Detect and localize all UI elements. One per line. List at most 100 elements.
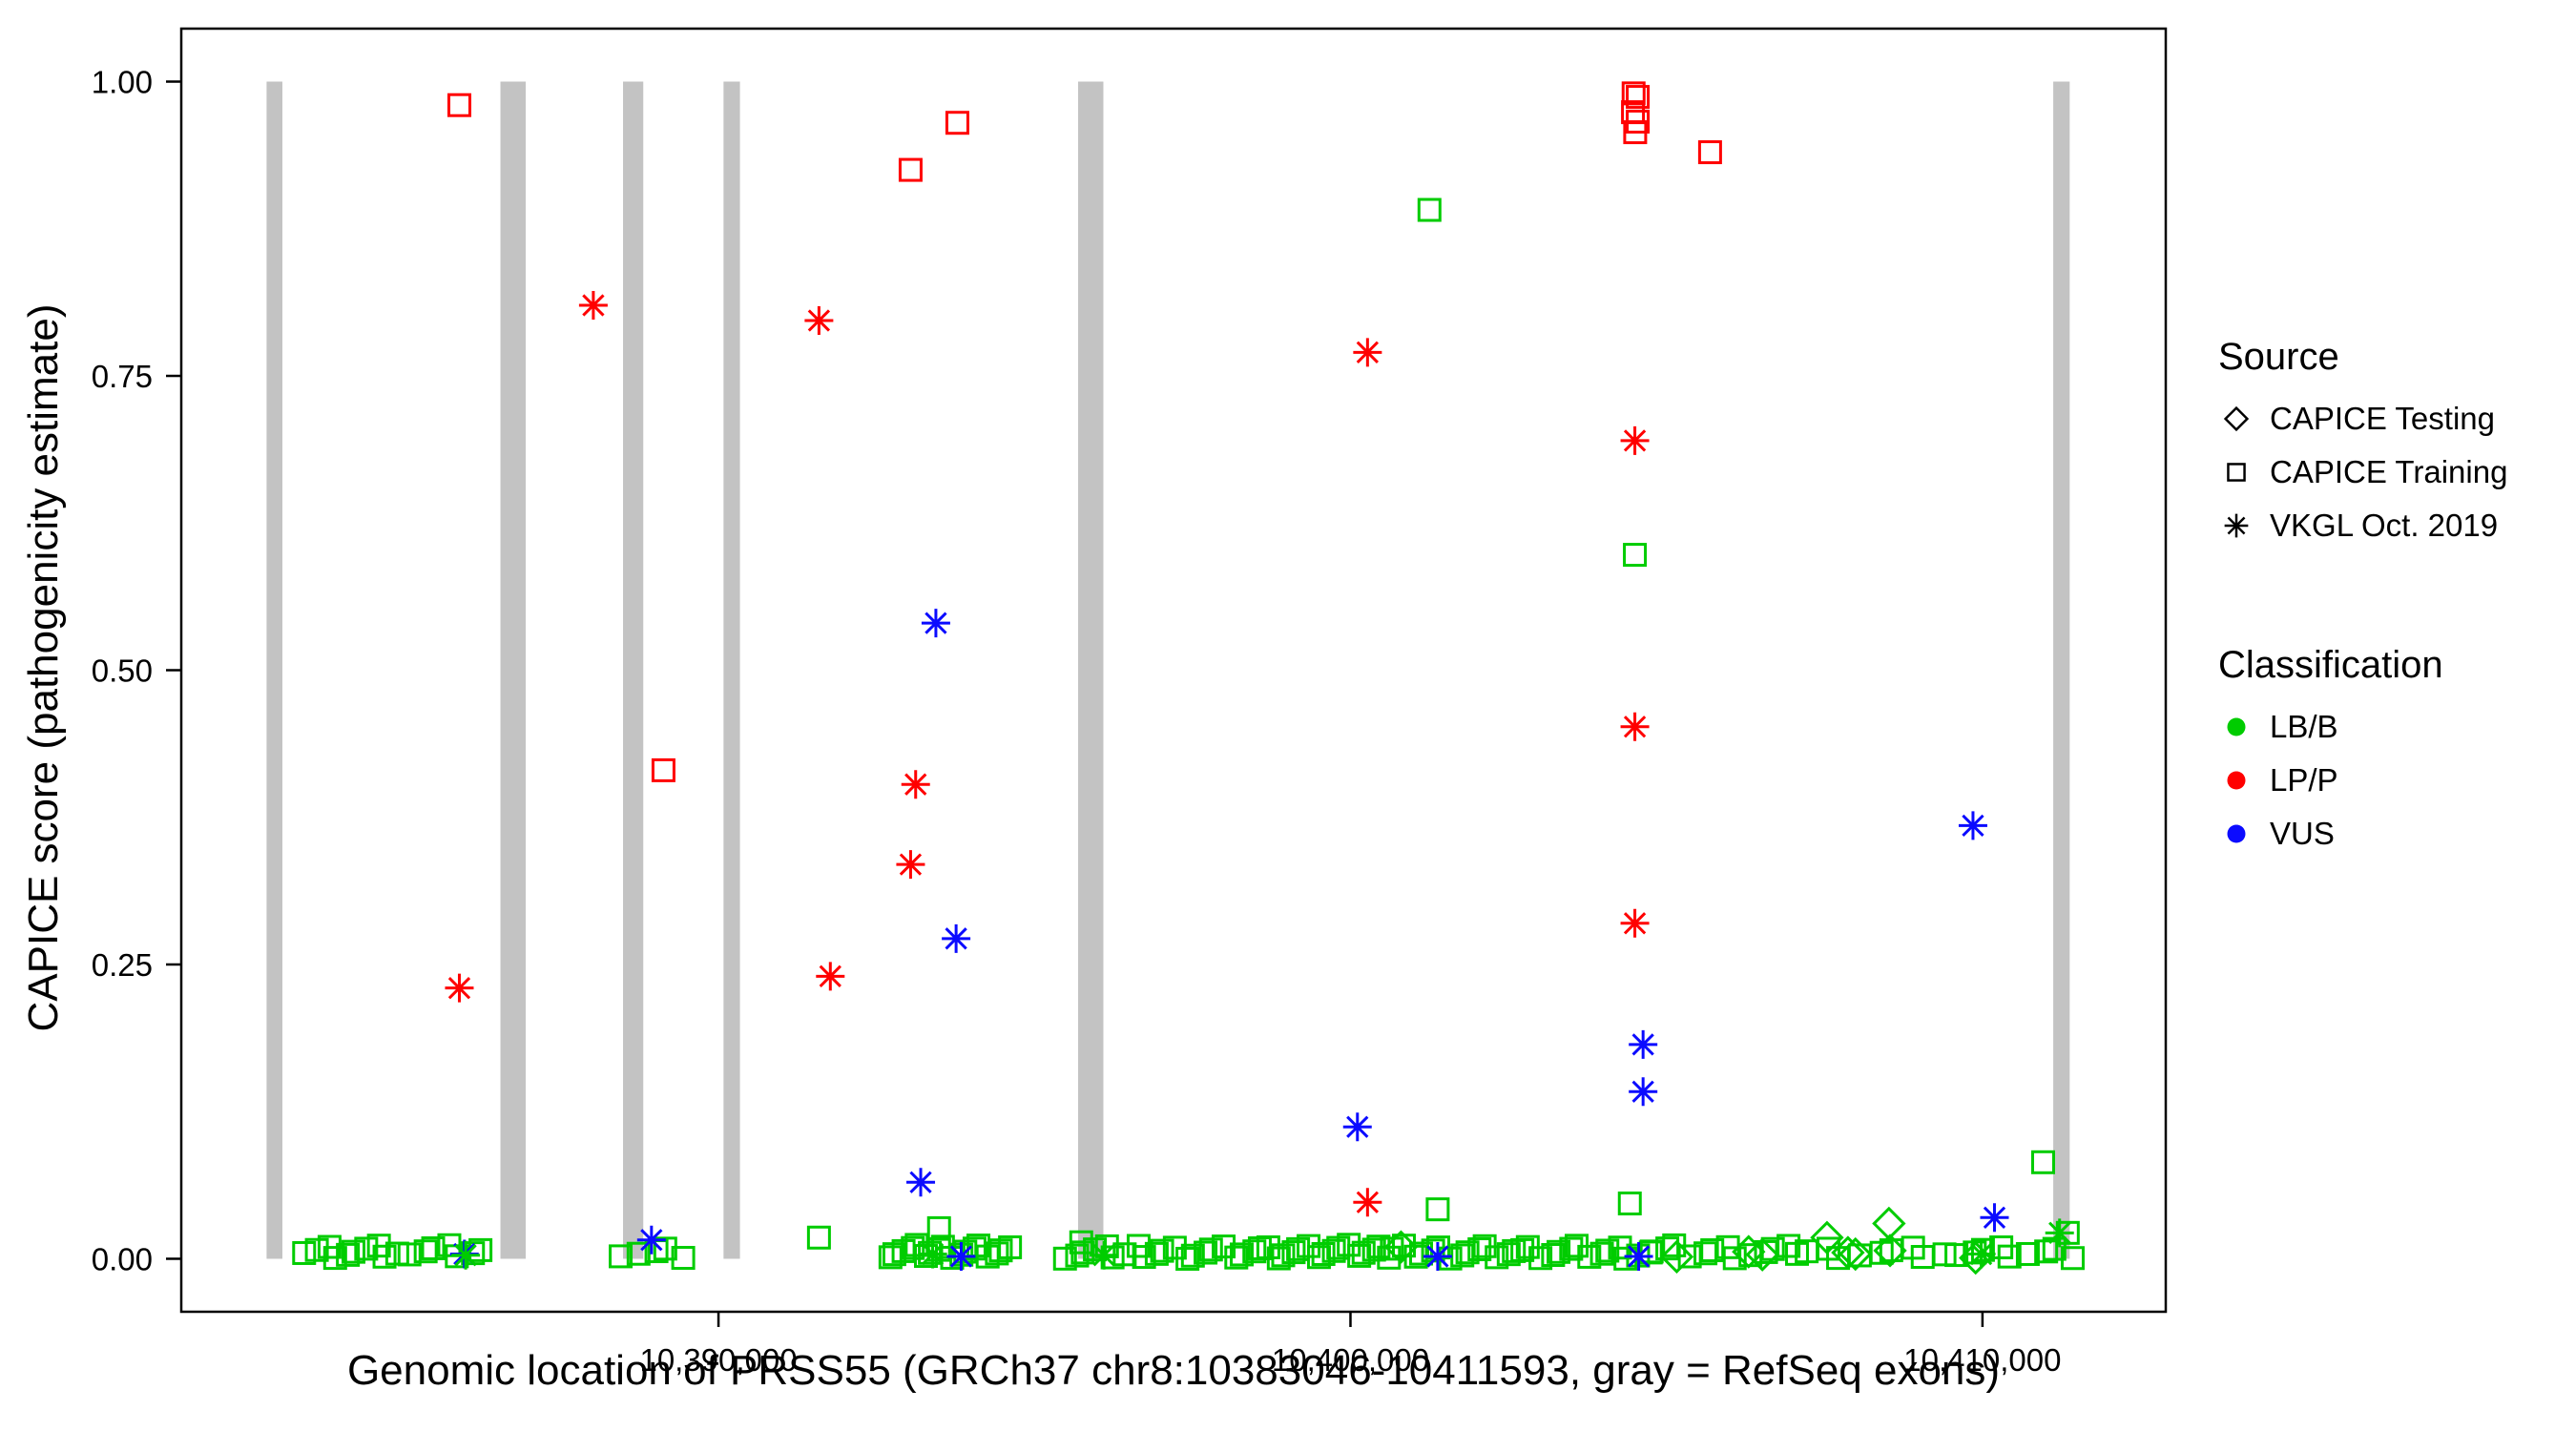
x-tick-label: 10,410,000 [1903,1342,2061,1378]
data-point [2060,1246,2085,1271]
data-point [1198,1237,1223,1262]
data-point [1697,140,1722,165]
data-point [304,1237,329,1262]
data-point [1353,1188,1382,1217]
data-point [1839,1236,1873,1272]
vus-dot-icon [2227,824,2246,843]
y-tick-label: 0.50 [92,653,153,689]
data-point [1510,1237,1535,1262]
data-point [1229,1242,1254,1267]
data-point [1377,1245,1402,1270]
legend-item-label: VUS [2270,816,2335,851]
data-point [1423,1242,1452,1271]
data-point [626,1241,651,1266]
data-point [413,1239,438,1264]
x-axis-title: Genomic location of PRSS55 (GRCh37 chr8:… [346,1347,2001,1394]
exon-bar [500,81,527,1259]
data-point [1873,1234,1907,1268]
data-point [1659,1239,1694,1274]
panel-border [179,27,2168,1314]
data-point [578,290,608,320]
data-point [1069,1230,1093,1255]
data-point [1455,1240,1480,1265]
data-point [636,1225,666,1255]
legend-item-label: CAPICE Training [2270,454,2508,489]
data-point [901,770,930,799]
data-point [1693,1241,1718,1266]
exon-bar [266,81,282,1259]
data-point [1623,543,1648,568]
y-tick-label: 1.00 [92,65,153,100]
data-point [816,962,845,991]
data-point [1700,1238,1725,1263]
exon-bar [723,81,740,1259]
data-point [998,1234,1023,1259]
data-point [1872,1206,1906,1241]
data-point [445,973,474,1003]
data-point [1052,1246,1077,1271]
data-point [1180,1243,1205,1268]
y-axis-title: CAPICE score (pathogenicity estimate) [20,303,67,1032]
x-tick-label: 10,400,000 [1272,1342,1429,1378]
data-point [1144,1241,1169,1266]
data-point [1417,197,1442,222]
data-point [1626,85,1651,110]
exon-bar [1077,81,1104,1259]
data-point [1090,1240,1119,1270]
data-point [447,93,471,117]
y-tick-label: 0.25 [92,947,153,983]
legend-item-label: LP/P [2270,762,2338,798]
data-point [1361,1237,1386,1262]
data-point [384,1241,409,1266]
data-point [1732,1234,1766,1269]
data-point [1655,1236,1680,1261]
data-point [372,1244,397,1269]
asterisk-icon [2224,513,2249,538]
data-point [1485,1245,1509,1270]
data-point [1321,1238,1346,1263]
data-point [342,1239,366,1264]
data-point [1621,81,1646,106]
data-point [1175,1246,1200,1271]
data-point [898,157,923,182]
data-point [1383,1230,1419,1264]
data-point [1342,1112,1372,1142]
legend: Source CAPICE Testing CAPICE Training VK… [2218,336,2507,861]
data-point [1194,1240,1218,1265]
data-point [1932,1242,1957,1267]
data-point [671,1245,696,1270]
data-point [451,1240,481,1270]
data-point [1577,1244,1602,1269]
data-point [1617,1191,1642,1215]
data-point [1595,1238,1620,1263]
legend-item-lbb: LB/B [2218,700,2507,754]
data-point [1547,1239,1571,1264]
data-point [2045,1218,2074,1248]
data-point [1966,1239,1996,1269]
data-point [2034,1239,2059,1264]
data-point [1528,1246,1553,1271]
data-point [945,111,969,135]
data-point [1831,1235,1865,1270]
diamond-icon [2223,405,2250,432]
data-point [901,1235,925,1260]
legend-source-title: Source [2218,336,2339,378]
data-point [1722,1246,1747,1271]
legend-item-label: CAPICE Testing [2270,401,2495,436]
lpp-dot-icon [2227,771,2246,790]
data-point [926,1215,951,1240]
data-point [1629,1077,1658,1107]
data-point [2015,1241,2040,1266]
data-point [1677,1244,1702,1269]
legend-item-vus: VUS [2218,807,2507,861]
data-point [1980,1203,2009,1233]
data-point [806,1225,831,1250]
x-tick-label: 10,390,000 [639,1342,797,1378]
data-point [1281,1240,1306,1265]
data-point [1150,1238,1174,1263]
data-point [1541,1243,1566,1268]
y-tick-label: 0.00 [92,1241,153,1276]
data-point [942,923,971,953]
